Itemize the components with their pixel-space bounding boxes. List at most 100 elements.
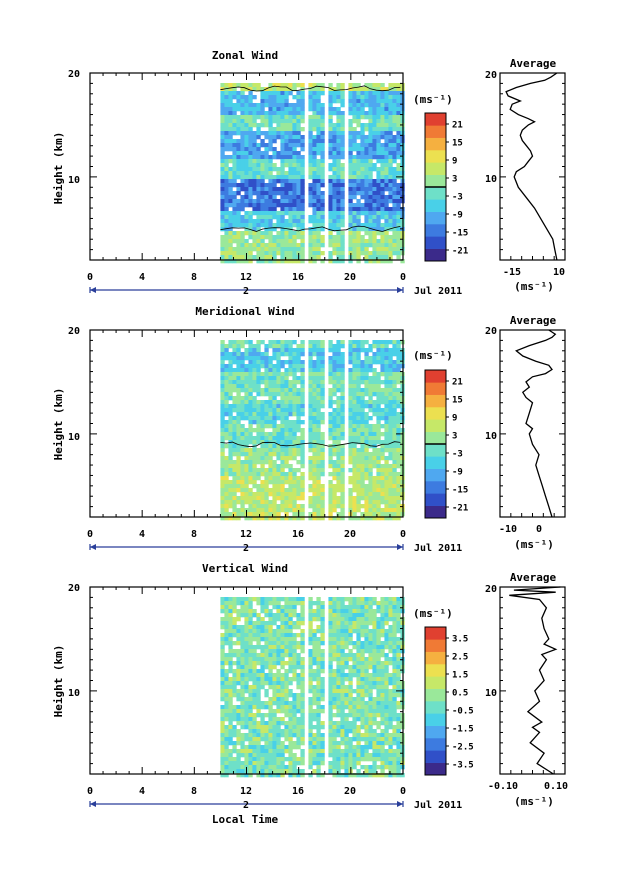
heatmap-cell [240,685,244,689]
heatmap-cell [228,251,232,255]
heatmap-cell [232,693,236,697]
heatmap-cell [364,452,368,456]
heatmap-cell [372,476,376,480]
heatmap-cell [320,171,324,175]
heatmap-cell [244,239,248,243]
heatmap-cell [276,111,280,115]
colorbar-swatch [425,370,446,383]
heatmap-cell [280,348,284,352]
heatmap-cell [224,171,228,175]
heatmap-cell [280,753,284,757]
heatmap-cell [340,452,344,456]
heatmap-cell [376,500,380,504]
heatmap-cell [280,677,284,681]
heatmap-cell [220,753,224,757]
heatmap-cell [396,352,400,356]
heatmap-cell [312,207,316,211]
heatmap-cell [368,440,372,444]
heatmap-cell [220,420,224,424]
heatmap-cell [300,187,304,191]
heatmap-cell [248,223,252,227]
heatmap-cell [284,368,288,372]
heatmap-cell [328,761,332,765]
heatmap-cell [356,247,360,251]
heatmap-cell [292,372,296,376]
heatmap-cell [244,143,248,147]
heatmap-cell [240,452,244,456]
heatmap-cell [380,187,384,191]
heatmap-cell [232,685,236,689]
heatmap-cell [248,480,252,484]
heatmap-cell [284,99,288,103]
heatmap-cell [284,420,288,424]
heatmap-cell [228,416,232,420]
heatmap-cell [360,388,364,392]
heatmap-cell [292,171,296,175]
heatmap-cell [292,745,296,749]
heatmap-cell [316,219,320,223]
heatmap-cell [320,669,324,673]
heatmap-cell [240,231,244,235]
heatmap-cell [224,207,228,211]
heatmap-cell [332,123,336,127]
heatmap-cell [224,408,228,412]
heatmap-cell [368,211,372,215]
heatmap-cell [328,207,332,211]
heatmap-cell [232,677,236,681]
heatmap-cell [284,701,288,705]
heatmap-cell [244,191,248,195]
heatmap-cell [264,649,268,653]
heatmap-cell [268,625,272,629]
heatmap-cell [292,508,296,512]
heatmap-cell [280,400,284,404]
heatmap-cell [336,127,340,131]
heatmap-cell [240,408,244,412]
heatmap-cell [248,155,252,159]
heatmap-cell [244,139,248,143]
heatmap-cell [288,609,292,613]
heatmap-cell [384,163,388,167]
heatmap-cell [240,235,244,239]
heatmap-cell [224,677,228,681]
heatmap-cell [356,500,360,504]
heatmap-cell [348,235,352,239]
heatmap-cell [256,460,260,464]
heatmap-cell [316,757,320,761]
heatmap-cell [248,356,252,360]
heatmap-cell [376,243,380,247]
heatmap-cell [232,211,236,215]
colorbar-swatch [425,407,446,420]
heatmap-cell [372,452,376,456]
heatmap-cell [256,713,260,717]
heatmap-cell [332,235,336,239]
heatmap-cell [256,155,260,159]
heatmap-cell [240,203,244,207]
heatmap-cell [388,111,392,115]
heatmap-cell [308,195,312,199]
heatmap-cell [388,163,392,167]
heatmap-cell [260,255,264,259]
heatmap-cell [268,215,272,219]
heatmap-cell [372,95,376,99]
heatmap-cell [328,235,332,239]
heatmap-cell [296,344,300,348]
heatmap-cell [260,99,264,103]
heatmap-cell [284,713,288,717]
heatmap-cell [224,179,228,183]
heatmap-cell [292,597,296,601]
heatmap-cell [360,115,364,119]
heatmap-cell [292,384,296,388]
heatmap-cell [268,416,272,420]
heatmap-cell [352,396,356,400]
heatmap-cell [332,597,336,601]
heatmap-cell [356,492,360,496]
colorbar-label: -9 [452,211,463,221]
heatmap-cell [360,448,364,452]
heatmap-cell [396,416,400,420]
heatmap-cell [296,492,300,496]
heatmap-cell [308,139,312,143]
heatmap-cell [264,448,268,452]
heatmap-cell [260,661,264,665]
heatmap-cell [360,372,364,376]
heatmap-cell [236,464,240,468]
